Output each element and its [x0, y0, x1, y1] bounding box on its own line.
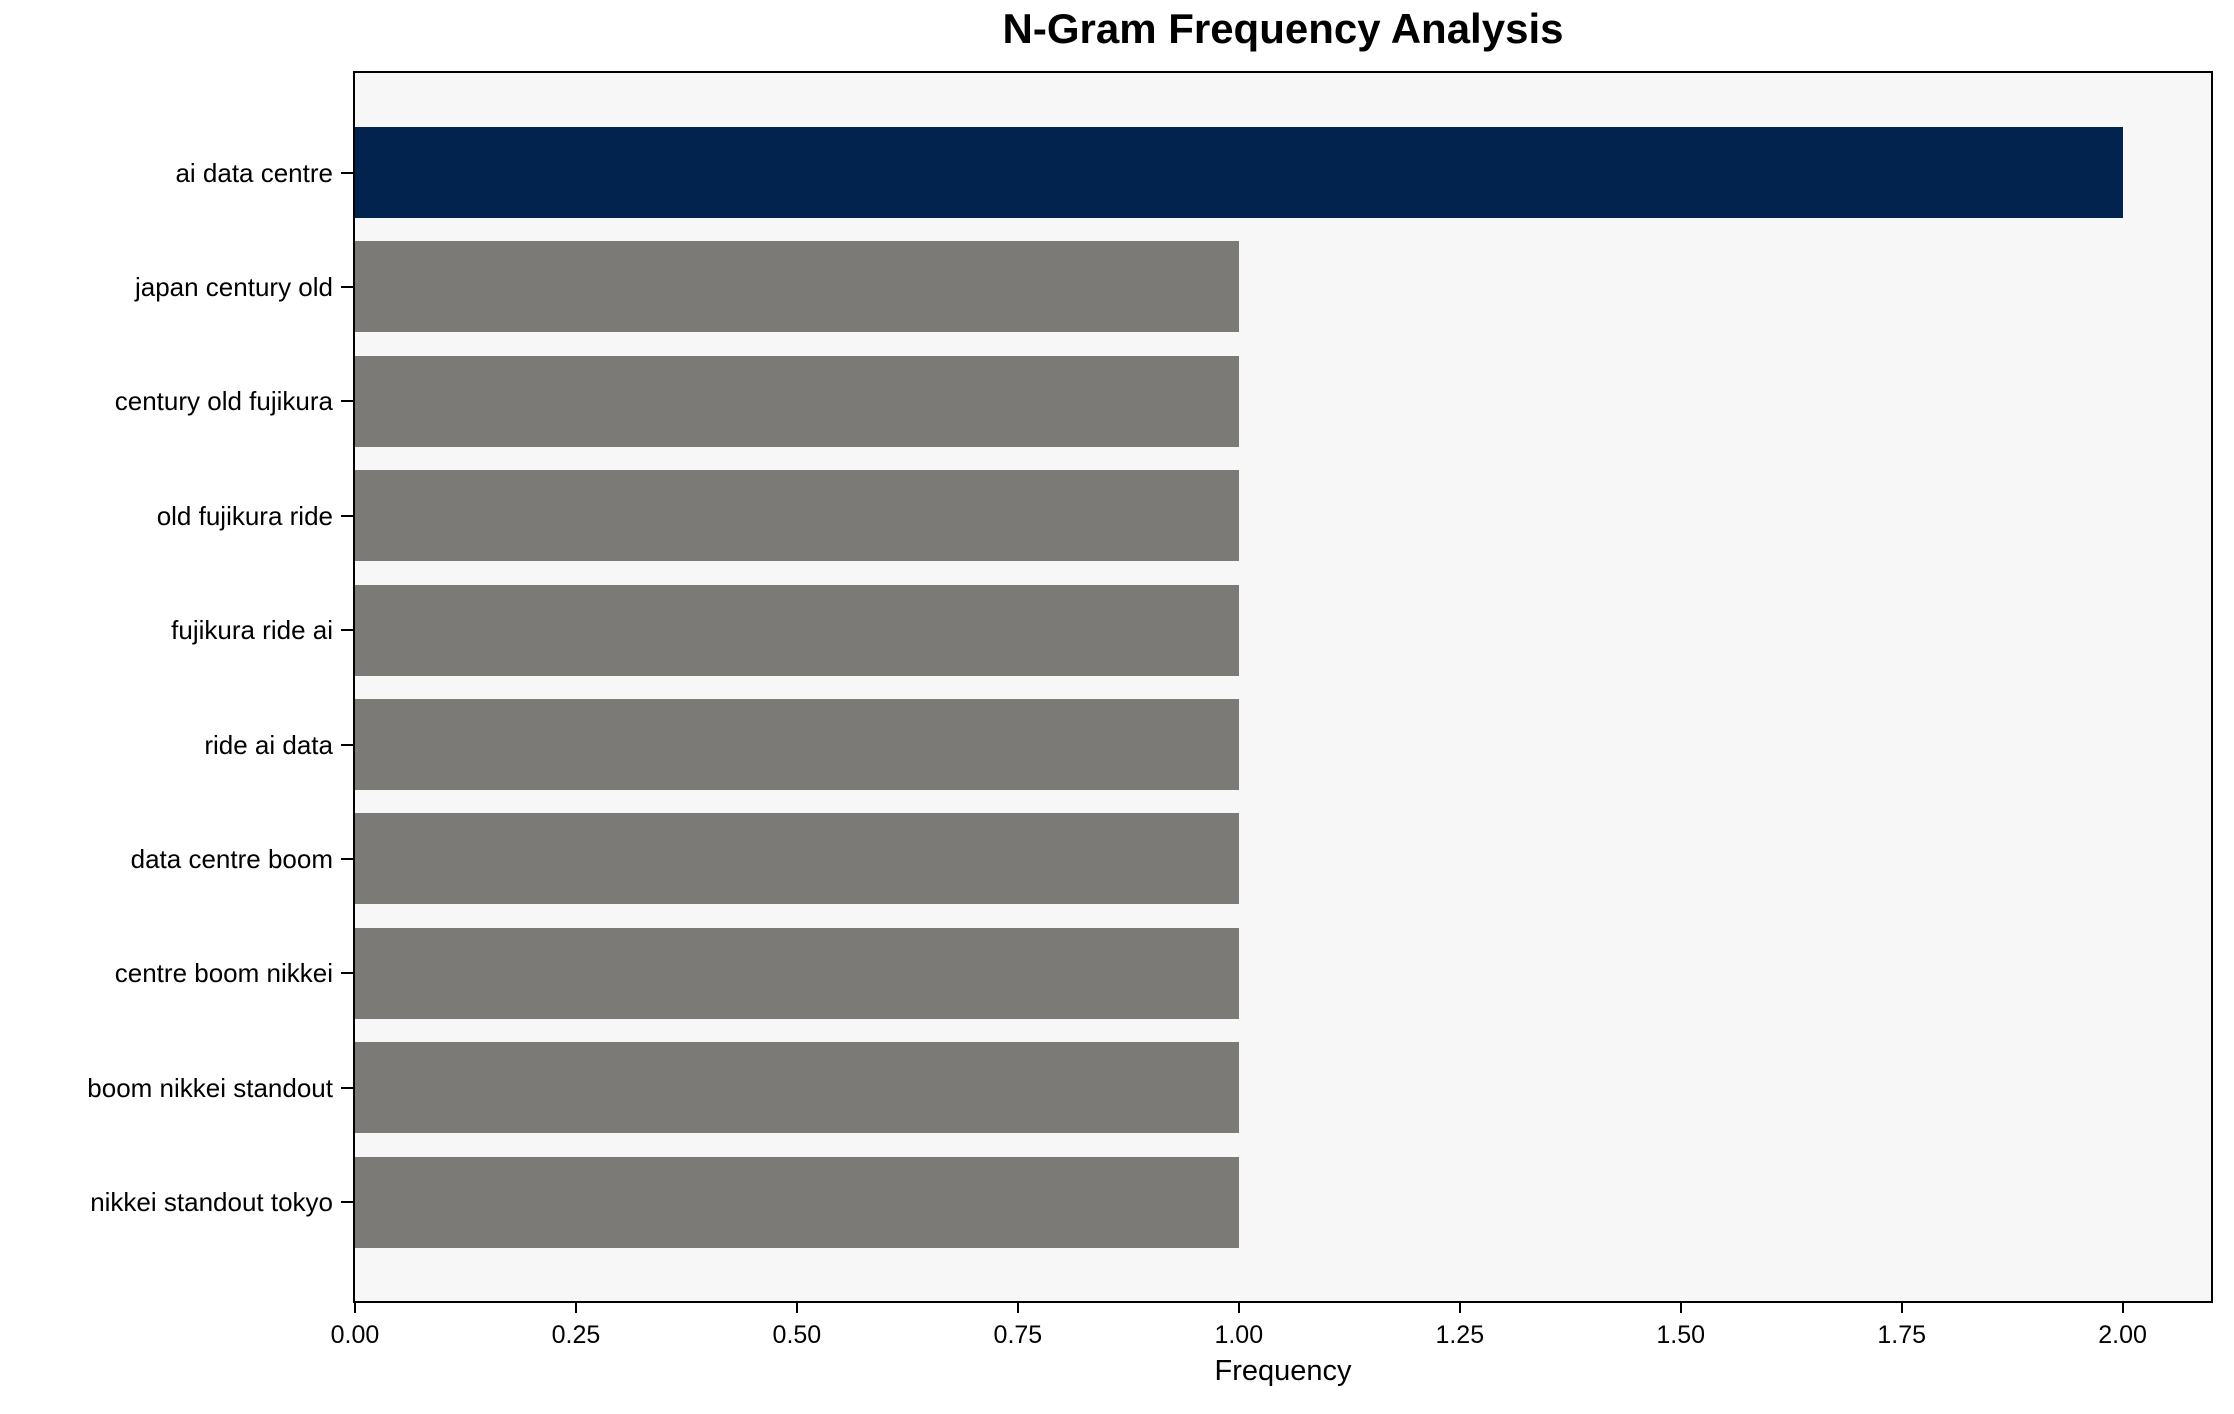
bar-7 [355, 927, 1239, 1019]
x-tick-0 [354, 1303, 356, 1313]
y-tick-label-5: ride ai data [204, 729, 333, 760]
y-tick-label-9: nikkei standout tokyo [90, 1187, 333, 1218]
y-tick-4 [341, 629, 353, 632]
y-tick-2 [341, 400, 353, 403]
chart-title: N-Gram Frequency Analysis [1002, 5, 1564, 52]
bar-3 [355, 470, 1239, 562]
x-tick-label-5: 1.25 [1435, 1321, 1485, 1349]
y-tick-1 [341, 285, 353, 288]
x-tick-label-3: 0.75 [993, 1321, 1043, 1349]
x-tick-4 [1237, 1303, 1240, 1313]
y-tick-label-4: fujikura ride ai [171, 615, 333, 646]
y-tick-label-1: japan century old [134, 271, 333, 302]
bar-4 [355, 584, 1239, 676]
x-tick-2 [795, 1303, 798, 1313]
x-tick-label-0: 0.00 [330, 1321, 380, 1349]
y-tick-0 [341, 171, 353, 174]
bar-1 [355, 241, 1239, 333]
y-tick-label-6: data centre boom [130, 843, 333, 874]
bar-2 [355, 355, 1239, 447]
y-tick-8 [341, 1086, 353, 1089]
y-tick-7 [341, 972, 353, 975]
y-tick-label-0: ai data centre [175, 157, 333, 188]
bar-0 [355, 127, 2123, 218]
x-tick-5 [1458, 1303, 1461, 1313]
plot-area [353, 71, 2213, 1303]
x-tick-label-4: 1.00 [1214, 1321, 1264, 1349]
x-tick-6 [1679, 1303, 1682, 1313]
x-tick-label-7: 1.75 [1877, 1321, 1927, 1349]
x-tick-label-8: 2.00 [2098, 1321, 2147, 1349]
y-tick-5 [341, 743, 353, 746]
y-tick-label-7: centre boom nikkei [114, 958, 333, 989]
x-tick-8 [2121, 1303, 2124, 1313]
y-tick-3 [341, 514, 353, 517]
bar-6 [355, 813, 1239, 905]
x-tick-label-2: 0.50 [772, 1321, 822, 1349]
bar-8 [355, 1042, 1239, 1134]
x-axis-label: Frequency [1214, 1355, 1352, 1387]
y-tick-9 [341, 1201, 353, 1204]
bar-9 [355, 1156, 1239, 1248]
bar-5 [355, 699, 1239, 790]
x-tick-3 [1016, 1303, 1019, 1313]
y-tick-label-3: old fujikura ride [156, 500, 333, 531]
y-tick-6 [341, 857, 353, 860]
y-tick-label-8: boom nikkei standout [87, 1072, 333, 1103]
x-tick-7 [1900, 1303, 1903, 1313]
y-tick-label-2: century old fujikura [114, 386, 333, 417]
x-tick-label-1: 0.25 [551, 1321, 601, 1349]
x-tick-1 [575, 1303, 577, 1313]
x-tick-label-6: 1.50 [1656, 1321, 1706, 1349]
